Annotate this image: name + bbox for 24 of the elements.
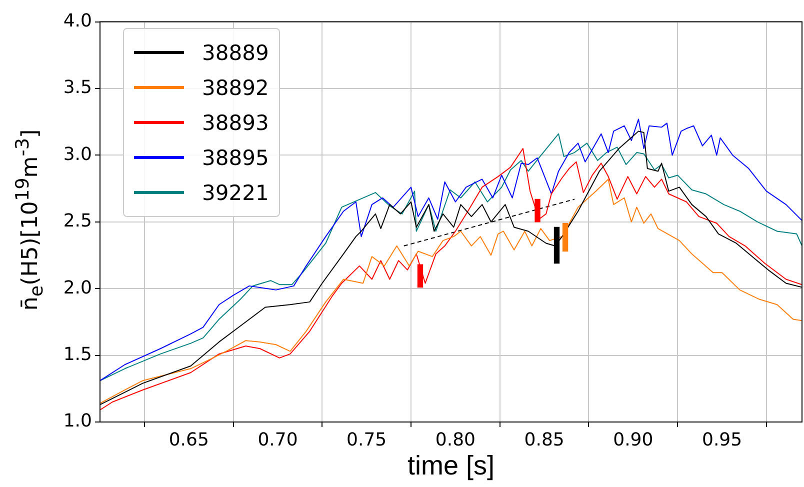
legend-label: 38889 [202, 40, 269, 64]
x-tick-label: 0.85 [524, 429, 564, 450]
bar [417, 264, 424, 288]
x-tick-label: 0.80 [435, 429, 476, 450]
x-tick-label: 0.65 [168, 429, 209, 450]
legend-label: 38893 [202, 110, 269, 134]
x-tick-label: 0.75 [346, 429, 387, 450]
y-tick-label: 1.0 [63, 410, 92, 432]
x-tick-label: 0.70 [258, 429, 298, 450]
y-tick-label: 3.5 [63, 77, 92, 98]
x-tick-label: 0.90 [613, 429, 654, 450]
bar [554, 226, 560, 264]
y-tick-label: 2.5 [63, 210, 92, 232]
y-tick-label: 4.0 [63, 10, 92, 32]
x-axis-title: time [s] [407, 450, 495, 480]
x-tick-label: 0.95 [702, 429, 742, 450]
y-tick-label: 3.0 [63, 144, 92, 165]
bar [534, 198, 540, 222]
legend-label: 39221 [202, 180, 269, 204]
legend-label: 38895 [202, 146, 269, 170]
y-tick-label: 1.5 [63, 344, 92, 365]
bar [562, 222, 568, 252]
y-tick-label: 2.0 [63, 277, 92, 298]
legend-label: 38892 [202, 76, 269, 100]
